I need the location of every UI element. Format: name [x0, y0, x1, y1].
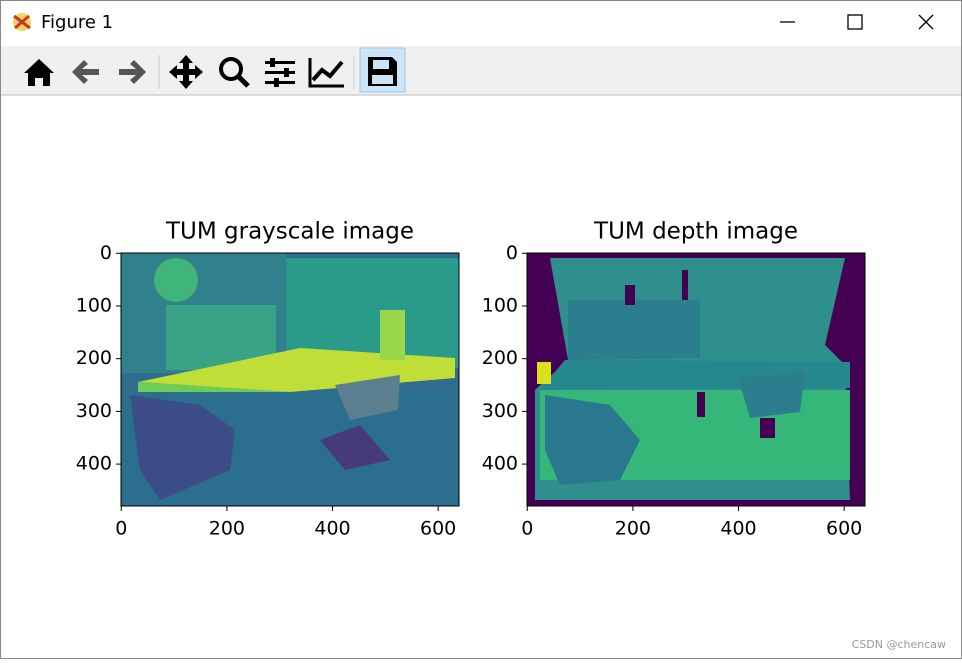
- toolbar-icons: [24, 47, 406, 93]
- y-tick-label: 200: [76, 347, 112, 369]
- x-tick-label: 600: [420, 518, 456, 540]
- app-icon: [13, 13, 31, 31]
- axes-layer: TUM grayscale image 0 200 400 600 0 100 200 300 4…: [76, 219, 866, 540]
- save-icon: [368, 57, 397, 86]
- subplots-button[interactable]: [265, 58, 295, 87]
- toolbar: [1, 46, 961, 95]
- x-tick-label: 400: [720, 518, 756, 540]
- y-tick-label: 400: [76, 453, 112, 475]
- y-tick-label: 100: [76, 294, 112, 316]
- x-tick-label: 0: [115, 518, 127, 540]
- close-button[interactable]: [918, 14, 934, 30]
- x-tick-label: 200: [615, 518, 651, 540]
- x-tick-label: 400: [314, 518, 350, 540]
- back-button[interactable]: [72, 60, 99, 84]
- grayscale-image: [121, 253, 459, 506]
- x-tick-label: 600: [826, 518, 862, 540]
- maximize-button[interactable]: [847, 14, 863, 30]
- axes-title: TUM grayscale image: [165, 219, 414, 245]
- watermark: CSDN @chencaw: [852, 638, 946, 651]
- customize-button[interactable]: [308, 58, 344, 88]
- x-tick-label: 0: [521, 518, 533, 540]
- window-title: Figure 1: [41, 12, 113, 33]
- axes-frame: [120, 252, 460, 507]
- home-button[interactable]: [24, 59, 54, 86]
- pan-button[interactable]: [169, 55, 203, 89]
- y-tick-label: 300: [482, 400, 518, 422]
- axes-title: TUM depth image: [593, 219, 798, 245]
- forward-button[interactable]: [119, 60, 146, 84]
- zoom-button[interactable]: [219, 57, 250, 88]
- x-tick-label: 200: [209, 518, 245, 540]
- axes-frame: [526, 252, 866, 507]
- y-tick-label: 0: [506, 242, 518, 264]
- y-tick-label: 200: [482, 347, 518, 369]
- y-tick-label: 0: [100, 242, 112, 264]
- y-tick-label: 300: [76, 400, 112, 422]
- y-tick-label: 400: [482, 453, 518, 475]
- y-tick-label: 100: [482, 294, 518, 316]
- depth-image: [527, 253, 865, 506]
